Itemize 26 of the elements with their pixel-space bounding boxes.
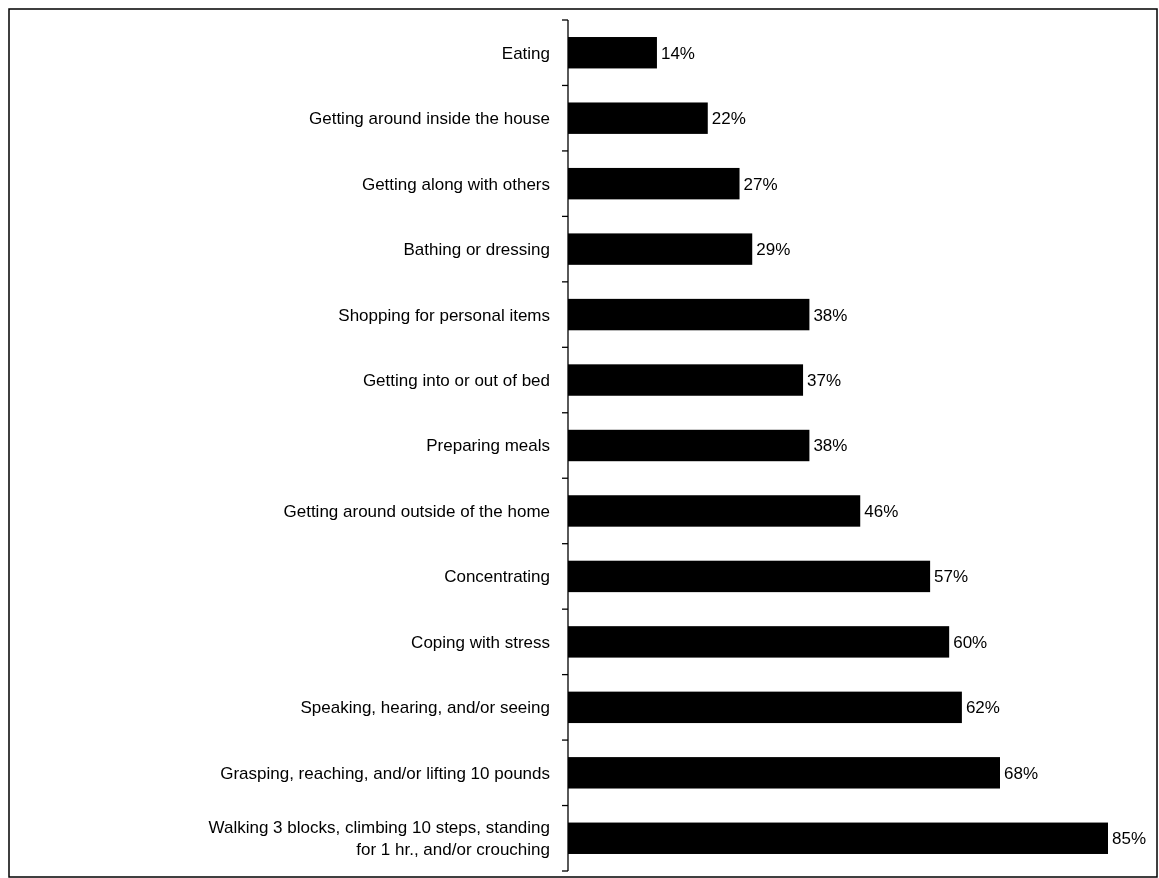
y-tick-label: Walking 3 blocks, climbing 10 steps, standing for 1 hr., and/or crouching <box>208 818 550 860</box>
y-tick-label: Getting into or out of bed <box>362 370 550 390</box>
data-label: 57% <box>934 567 969 587</box>
y-tick-label: Getting around outside of the home <box>283 501 550 521</box>
data-label: 46% <box>864 501 899 521</box>
data-label: 14% <box>660 43 695 63</box>
y-tick-label: Shopping for personal items <box>338 305 550 325</box>
y-tick-label: Getting along with others <box>361 174 550 194</box>
data-label: 27% <box>743 174 778 194</box>
data-label: 38% <box>813 436 848 456</box>
y-tick-label: Bathing or dressing <box>403 240 550 260</box>
data-label: 37% <box>807 370 842 390</box>
data-label: 22% <box>711 109 746 129</box>
y-tick-label: Eating <box>501 43 550 63</box>
y-tick-label: Speaking, hearing, and/or seeing <box>300 698 550 718</box>
data-label: 38% <box>813 305 848 325</box>
y-tick-label: Concentrating <box>444 567 550 587</box>
data-label: 29% <box>756 240 791 260</box>
y-tick-label: Getting around inside the house <box>308 109 550 129</box>
data-label: 85% <box>1112 829 1147 849</box>
y-tick-label: Preparing meals <box>426 436 550 456</box>
y-tick-label: Coping with stress <box>411 632 550 652</box>
data-label: 62% <box>965 698 1000 718</box>
y-tick-label: Grasping, reaching, and/or lifting 10 pounds <box>220 763 550 783</box>
data-label: 68% <box>1004 763 1039 783</box>
data-label: 60% <box>953 632 988 652</box>
